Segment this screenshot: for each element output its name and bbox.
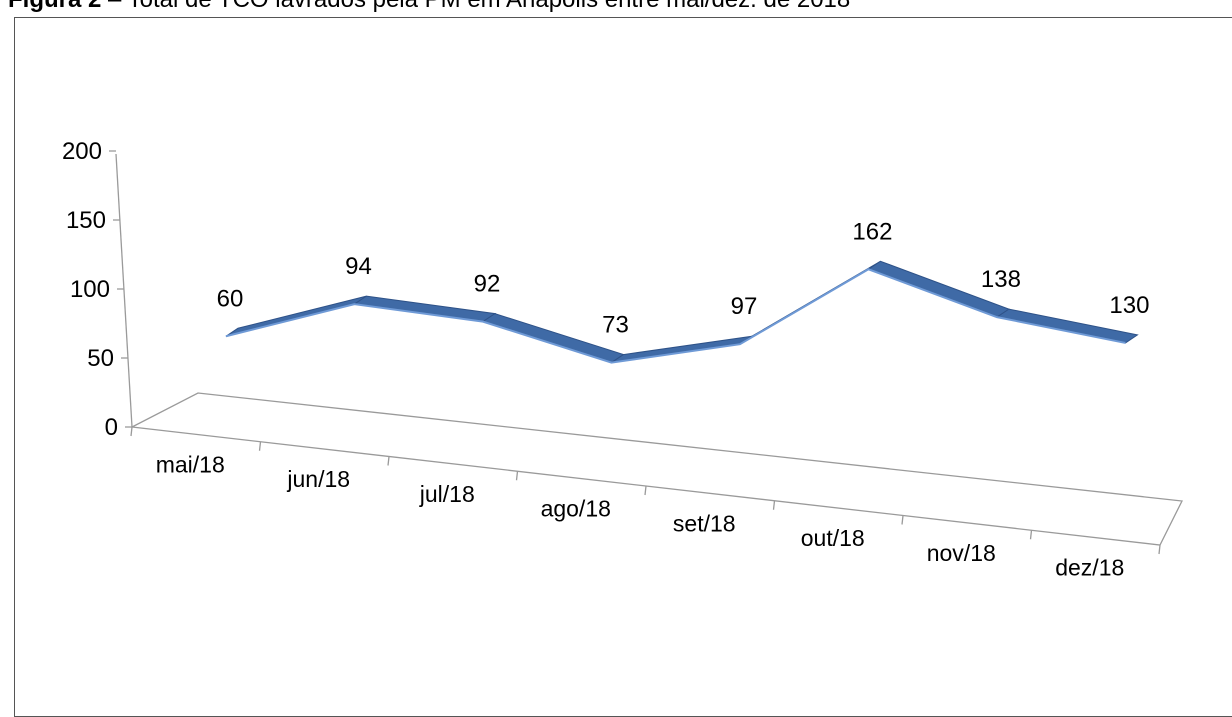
series-segment: [353, 295, 497, 323]
x-tick-label: dez/18: [1055, 555, 1124, 581]
series-ribbon: [225, 260, 1139, 364]
x-tick-mark: [901, 515, 904, 525]
x-tick-label: ago/18: [541, 496, 611, 522]
y-axis-line: [115, 153, 133, 428]
y-tick-label: 100: [70, 276, 110, 303]
x-tick-label: out/18: [801, 525, 865, 551]
y-tick-label: 50: [87, 345, 114, 372]
figure-title: – Total de TCO lavrados pela PM em Anápo…: [101, 0, 850, 13]
x-tick-label: jul/18: [419, 481, 475, 507]
x-tick-label: mai/18: [156, 451, 225, 477]
chart-floor: [129, 392, 1183, 546]
figure-label: Figura 2: [8, 0, 101, 13]
x-tick-mark: [130, 426, 133, 437]
data-label: 60: [217, 285, 244, 312]
x-tick-label: set/18: [673, 510, 736, 536]
data-label: 97: [731, 293, 758, 320]
y-tick-label: 150: [66, 207, 106, 234]
x-tick-mark: [515, 471, 519, 481]
x-tick-mark: [1158, 544, 1161, 555]
data-label: 130: [1109, 292, 1149, 319]
data-label: 94: [345, 253, 372, 280]
chart-axes: [109, 150, 1183, 555]
data-label: 162: [852, 218, 892, 245]
y-tick-label: 200: [62, 138, 102, 165]
data-label: 138: [981, 266, 1021, 293]
y-tick-label: 0: [105, 414, 118, 441]
data-label: 73: [602, 312, 629, 339]
x-tick-mark: [644, 485, 647, 496]
series-line: [225, 268, 1126, 364]
x-tick-label: nov/18: [927, 540, 996, 566]
chart-labels: 0 50 100 150 200 mai/18 jun/18 jul/18 ago/18 set/…: [62, 138, 1150, 581]
x-tick-mark: [1029, 530, 1033, 540]
data-label: 92: [474, 271, 501, 298]
figure-caption: Figura 2 – Total de TCO lavrados pela PM…: [8, 0, 850, 14]
x-tick-mark: [772, 500, 776, 510]
x-tick-mark: [258, 441, 262, 451]
x-tick-mark: [387, 456, 390, 466]
x-tick-label: jun/18: [286, 466, 350, 492]
